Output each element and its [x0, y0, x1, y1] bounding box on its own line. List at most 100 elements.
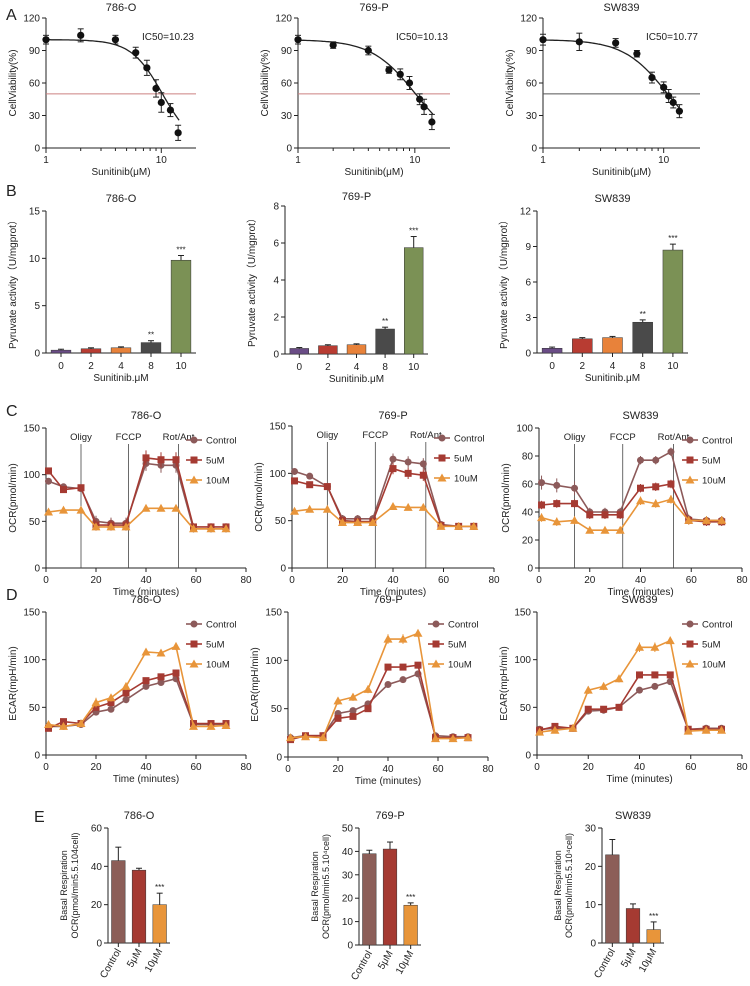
d-786o-y-tick-label: 0 [34, 751, 40, 762]
c-sw839-marker-circle [553, 481, 561, 489]
c-786o-x-tick-label: 60 [190, 575, 202, 586]
c-786o-marker-triangle [59, 505, 68, 514]
c-786o-marker-triangle [141, 503, 151, 512]
c-786o-marker-triangle [91, 522, 101, 531]
chart-c-sw839: SW839 0 20 40 60 80 100 OCR(pmol/min) 0 20 40 60 80 T… [501, 410, 748, 598]
d-sw839-marker-triangle [650, 642, 660, 651]
c-769p-legend-marker-triangle [437, 473, 447, 482]
b-786o-significance: *** [176, 245, 185, 254]
b-769p-y-tick-label: 4 [273, 276, 279, 287]
b-sw839-bar [602, 337, 623, 354]
d-sw839-x-tick-label: 60 [685, 762, 697, 773]
d-sw839-marker-triangle [717, 725, 726, 734]
c-769p-marker-circle [389, 455, 397, 463]
b-786o-y-tick-label: 0 [34, 349, 40, 360]
panel-label-a: A [6, 7, 17, 24]
a-786o-x-axis-label: Sunitinib(μM) [91, 167, 150, 178]
b-786o-y-tick-label: 10 [29, 254, 41, 265]
e-sw839-y-axis-label: Basal Respiration [553, 850, 563, 921]
c-sw839-marker-triangle [537, 513, 547, 522]
e-769p-bar [403, 904, 418, 946]
d-sw839-legend-marker-square [686, 640, 694, 648]
e-786o-bar [131, 869, 147, 944]
c-sw839-marker-triangle [636, 496, 645, 505]
e-786o-x-tick-label: 5μM [125, 947, 144, 970]
d-786o-x-tick-label: 60 [190, 762, 202, 773]
c-sw839-x-tick-label: 60 [686, 575, 698, 586]
chart-b-769p: 769-P 0 2 4 6 8 Pyruvate activity（U/mgprot） 0 2 4… [246, 191, 428, 385]
d-786o-x-tick-label: 0 [43, 762, 49, 773]
a-sw839-ic50-annotation: IC50=10.77 [646, 32, 698, 43]
c-786o-marker-triangle [221, 524, 231, 533]
c-769p-marker-square [404, 469, 412, 477]
e-769p-bar [362, 853, 377, 946]
c-769p-legend-marker-square [438, 454, 446, 462]
b-769p-x-tick-label: 4 [354, 362, 360, 373]
d-769p-x-tick-label: 40 [382, 764, 394, 775]
c-769p-event-label: Rot/Ant [410, 430, 442, 441]
a-786o-x-tick-label: 10 [156, 155, 168, 166]
a-769p-data-point [396, 70, 404, 78]
a-786o-y-tick-label: 0 [34, 144, 40, 155]
d-786o-legend-label: 10uM [206, 660, 230, 671]
c-sw839-legend-label: Control [702, 436, 733, 447]
c-sw839-marker-square [586, 511, 594, 519]
c-sw839-marker-triangle [570, 515, 580, 524]
c-786o-legend-marker-triangle [189, 475, 199, 484]
c-769p-marker-triangle [338, 518, 347, 527]
c-786o-y-axis-label: OCR(pmol/min) [8, 463, 19, 532]
d-786o-marker-triangle [221, 720, 231, 729]
b-786o-x-tick-label: 4 [118, 361, 124, 372]
d-769p-x-tick-label: 80 [482, 764, 494, 775]
e-769p-x-tick-label: 10μM [394, 949, 416, 976]
d-769p-legend-marker-circle [432, 620, 440, 628]
a-sw839-x-tick-label: 1 [540, 155, 546, 166]
d-769p-series-line [290, 664, 468, 741]
d-769p-marker-square [399, 663, 407, 671]
c-786o-marker-circle [45, 477, 52, 485]
e-786o-y-tick-label: 20 [91, 900, 103, 911]
d-769p-marker-circle [399, 676, 407, 684]
chart-e-769p: 769-P 0 10 20 30 40 50 Basal Respiration OCR(pmo… [310, 810, 421, 982]
b-sw839-x-tick-label: 10 [667, 361, 679, 372]
b-786o-x-tick-label: 10 [175, 361, 187, 372]
e-769p-title: 769-P [375, 810, 404, 822]
c-sw839-y-tick-label: 40 [522, 508, 534, 519]
c-sw839-marker-circle [637, 456, 644, 464]
d-786o-legend-marker-triangle [189, 659, 199, 668]
c-786o-y-tick-label: 100 [23, 470, 40, 481]
c-769p-series-line [294, 505, 474, 528]
c-769p-marker-square [323, 483, 331, 491]
c-769p-legend-label: 10uM [454, 474, 478, 485]
c-sw839-marker-square [667, 480, 675, 488]
d-786o-marker-triangle [171, 641, 181, 650]
d-786o-marker-triangle [44, 719, 53, 728]
c-sw839-marker-triangle [701, 515, 711, 524]
d-786o-marker-square [157, 673, 165, 681]
c-786o-y-tick-label: 150 [23, 424, 40, 435]
e-sw839-title: SW839 [615, 810, 651, 822]
e-769p-y-tick-label: 0 [347, 941, 353, 952]
a-769p-x-axis-label: Sunitinib(μM) [344, 167, 403, 178]
a-sw839-data-point [669, 98, 677, 107]
a-769p-y-tick-label: 30 [281, 111, 293, 122]
e-sw839-y-tick-label: 10 [585, 900, 597, 911]
c-sw839-marker-circle [571, 484, 579, 492]
d-786o-marker-triangle [76, 719, 86, 728]
a-sw839-data-point [539, 36, 547, 44]
c-786o-marker-square [172, 456, 180, 464]
d-786o-x-tick-label: 40 [140, 762, 152, 773]
e-sw839-bar [646, 929, 661, 944]
panel-label-b: B [6, 183, 17, 200]
d-sw839-marker-circle [651, 682, 659, 690]
b-786o-x-tick-label: 2 [88, 361, 94, 372]
a-786o-data-point [157, 98, 165, 107]
c-786o-event-label: Oligy [70, 432, 92, 443]
b-769p-bar [318, 345, 338, 355]
e-769p-y-tick-label: 30 [342, 870, 354, 881]
d-786o-legend-label: Control [206, 620, 237, 631]
b-sw839-bar [572, 338, 593, 354]
a-786o-fit-curve [46, 39, 180, 121]
b-769p-bar [346, 344, 367, 355]
c-786o-marker-square [157, 456, 165, 464]
